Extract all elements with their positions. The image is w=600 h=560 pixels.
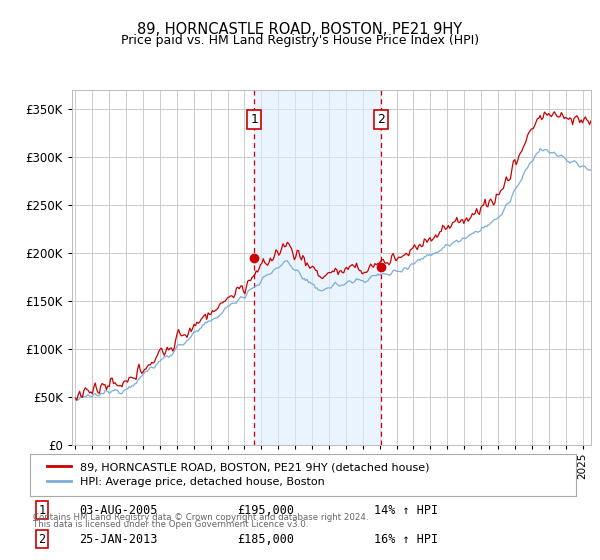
Text: This data is licensed under the Open Government Licence v3.0.: This data is licensed under the Open Gov…	[33, 520, 308, 529]
Legend: 89, HORNCASTLE ROAD, BOSTON, PE21 9HY (detached house), HPI: Average price, deta: 89, HORNCASTLE ROAD, BOSTON, PE21 9HY (d…	[41, 456, 435, 493]
Text: Price paid vs. HM Land Registry's House Price Index (HPI): Price paid vs. HM Land Registry's House …	[121, 34, 479, 46]
Text: 25-JAN-2013: 25-JAN-2013	[79, 533, 158, 545]
Text: 2: 2	[377, 113, 385, 127]
Text: 2: 2	[38, 533, 46, 545]
Text: £195,000: £195,000	[238, 503, 295, 516]
Text: 1: 1	[250, 113, 258, 127]
Text: 1: 1	[38, 503, 46, 516]
Text: £185,000: £185,000	[238, 533, 295, 545]
Text: 03-AUG-2005: 03-AUG-2005	[79, 503, 158, 516]
Text: 16% ↑ HPI: 16% ↑ HPI	[374, 533, 438, 545]
Bar	[254, 90, 381, 445]
Text: 89, HORNCASTLE ROAD, BOSTON, PE21 9HY: 89, HORNCASTLE ROAD, BOSTON, PE21 9HY	[137, 22, 463, 38]
Text: 14% ↑ HPI: 14% ↑ HPI	[374, 503, 438, 516]
Text: Contains HM Land Registry data © Crown copyright and database right 2024.: Contains HM Land Registry data © Crown c…	[33, 513, 368, 522]
